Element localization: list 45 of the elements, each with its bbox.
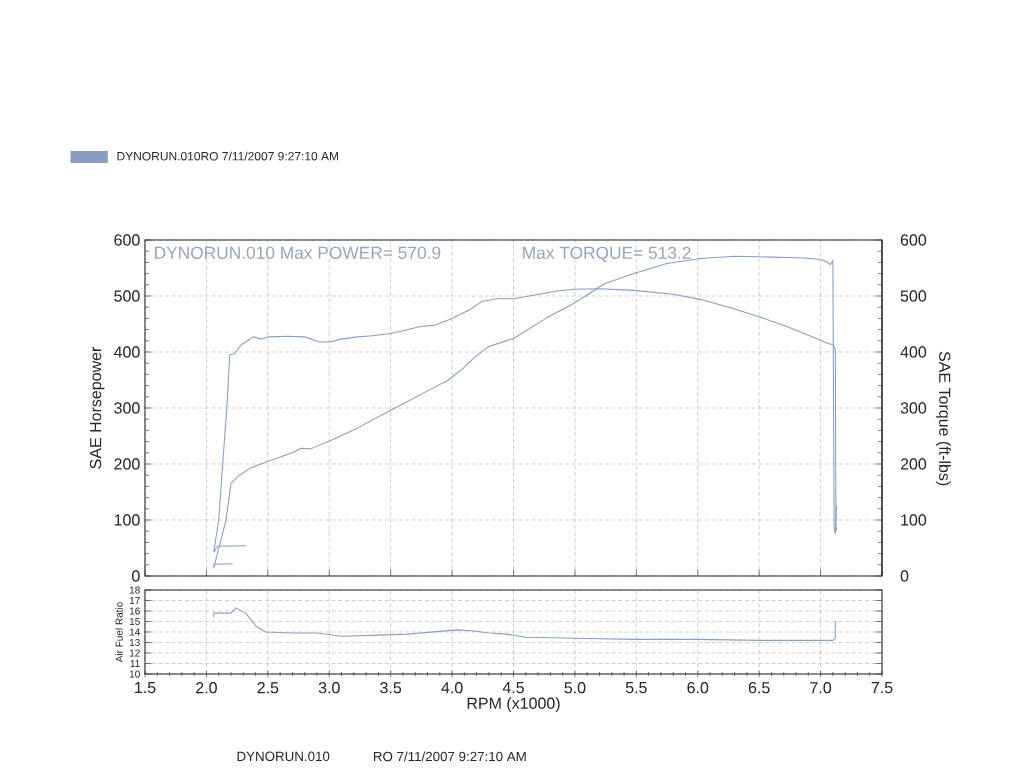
text: DYNORUN.010 <box>237 751 330 762</box>
y-tick-label: 16 <box>129 607 140 615</box>
y2-tick-label: 0 <box>900 570 909 582</box>
y-tick-label: 400 <box>113 346 140 358</box>
y-tick-label: 100 <box>114 514 140 526</box>
x-tick-label: 3.5 <box>380 682 402 694</box>
x-tick-label: 6.5 <box>748 682 770 694</box>
y-tick-label: 500 <box>114 290 140 302</box>
x-tick-label: 3.0 <box>318 682 340 694</box>
legend-label: DYNORUN.010RO 7/11/2007 9:27:10 AM <box>117 151 339 161</box>
x-tick-label: 7.5 <box>871 682 893 694</box>
y2-tick-label: 300 <box>900 402 927 414</box>
y2-tick-label: 200 <box>900 458 927 470</box>
y-tick-label: 11 <box>130 660 140 667</box>
y-tick-label: 12 <box>129 649 140 657</box>
annotation: DYNORUN.010 Max POWER= 570.9 <box>155 246 441 259</box>
y-tick-label: 15 <box>129 618 140 625</box>
y-tick-label: 17 <box>129 597 140 604</box>
x-tick-label: 5.0 <box>564 682 586 694</box>
y-tick-label: 14 <box>129 628 140 636</box>
x-tick-label: 6.0 <box>687 682 709 694</box>
x-tick-label: 1.5 <box>135 682 156 694</box>
y2-tick-label: 500 <box>900 290 927 302</box>
x-tick-label: 7.0 <box>810 682 832 694</box>
y-tick-label: 600 <box>114 234 140 246</box>
x-tick-label: 2.5 <box>257 682 279 694</box>
y-tick-label: 0 <box>132 570 140 582</box>
y-tick-label: 13 <box>129 638 140 647</box>
y-tick-label: 300 <box>114 402 140 414</box>
y-tick-label: 18 <box>129 586 140 594</box>
y-tick-label: 200 <box>114 458 140 470</box>
annotation: Max TORQUE= 513.2 <box>523 246 691 263</box>
y2-tick-label: 600 <box>900 234 927 246</box>
x-tick-label: 2.0 <box>196 682 217 694</box>
text: RO 7/11/2007 9:27:10 AM <box>373 751 526 762</box>
y2-tick-label: 400 <box>900 346 927 358</box>
x-tick-label: 4.5 <box>502 682 524 694</box>
x-tick-label: 5.5 <box>625 682 647 694</box>
y2-axis-title: SAE Torque (ft-lbs) <box>935 351 951 486</box>
y-axis-title: Air Fuel Ratio <box>115 602 123 663</box>
x-tick-label: 4.0 <box>441 682 463 694</box>
x-axis-title: RPM (x1000) <box>467 697 560 713</box>
y-axis-title: SAE Horsepower <box>89 346 105 469</box>
y-tick-label: 10 <box>129 670 140 678</box>
y2-tick-label: 100 <box>901 514 927 526</box>
